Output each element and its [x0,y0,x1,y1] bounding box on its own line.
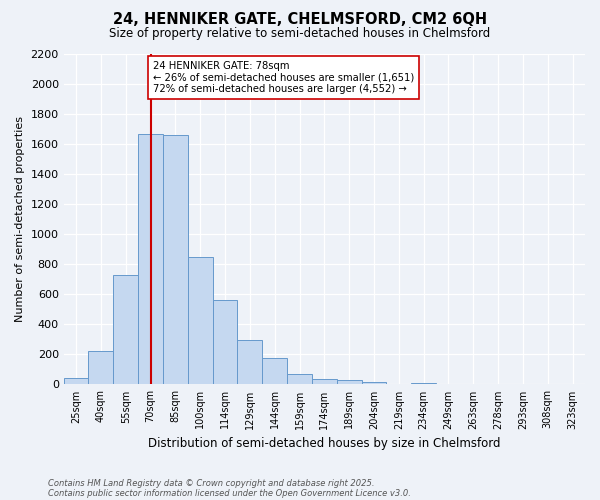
Bar [88,350,113,384]
Bar [287,374,312,384]
X-axis label: Distribution of semi-detached houses by size in Chelmsford: Distribution of semi-detached houses by … [148,437,500,450]
Bar [337,380,362,384]
Y-axis label: Number of semi-detached properties: Number of semi-detached properties [15,116,25,322]
Bar [362,382,386,384]
Text: Contains public sector information licensed under the Open Government Licence v3: Contains public sector information licen… [48,488,411,498]
Bar [238,340,262,384]
Bar [411,382,436,384]
Text: Contains HM Land Registry data © Crown copyright and database right 2025.: Contains HM Land Registry data © Crown c… [48,478,374,488]
Text: 24, HENNIKER GATE, CHELMSFORD, CM2 6QH: 24, HENNIKER GATE, CHELMSFORD, CM2 6QH [113,12,487,28]
Bar [138,134,163,384]
Bar [163,135,188,384]
Bar [113,275,138,384]
Bar [212,300,238,384]
Text: Size of property relative to semi-detached houses in Chelmsford: Size of property relative to semi-detach… [109,28,491,40]
Bar [64,378,88,384]
Text: 24 HENNIKER GATE: 78sqm
← 26% of semi-detached houses are smaller (1,651)
72% of: 24 HENNIKER GATE: 78sqm ← 26% of semi-de… [152,61,414,94]
Bar [312,378,337,384]
Bar [188,257,212,384]
Bar [262,358,287,384]
